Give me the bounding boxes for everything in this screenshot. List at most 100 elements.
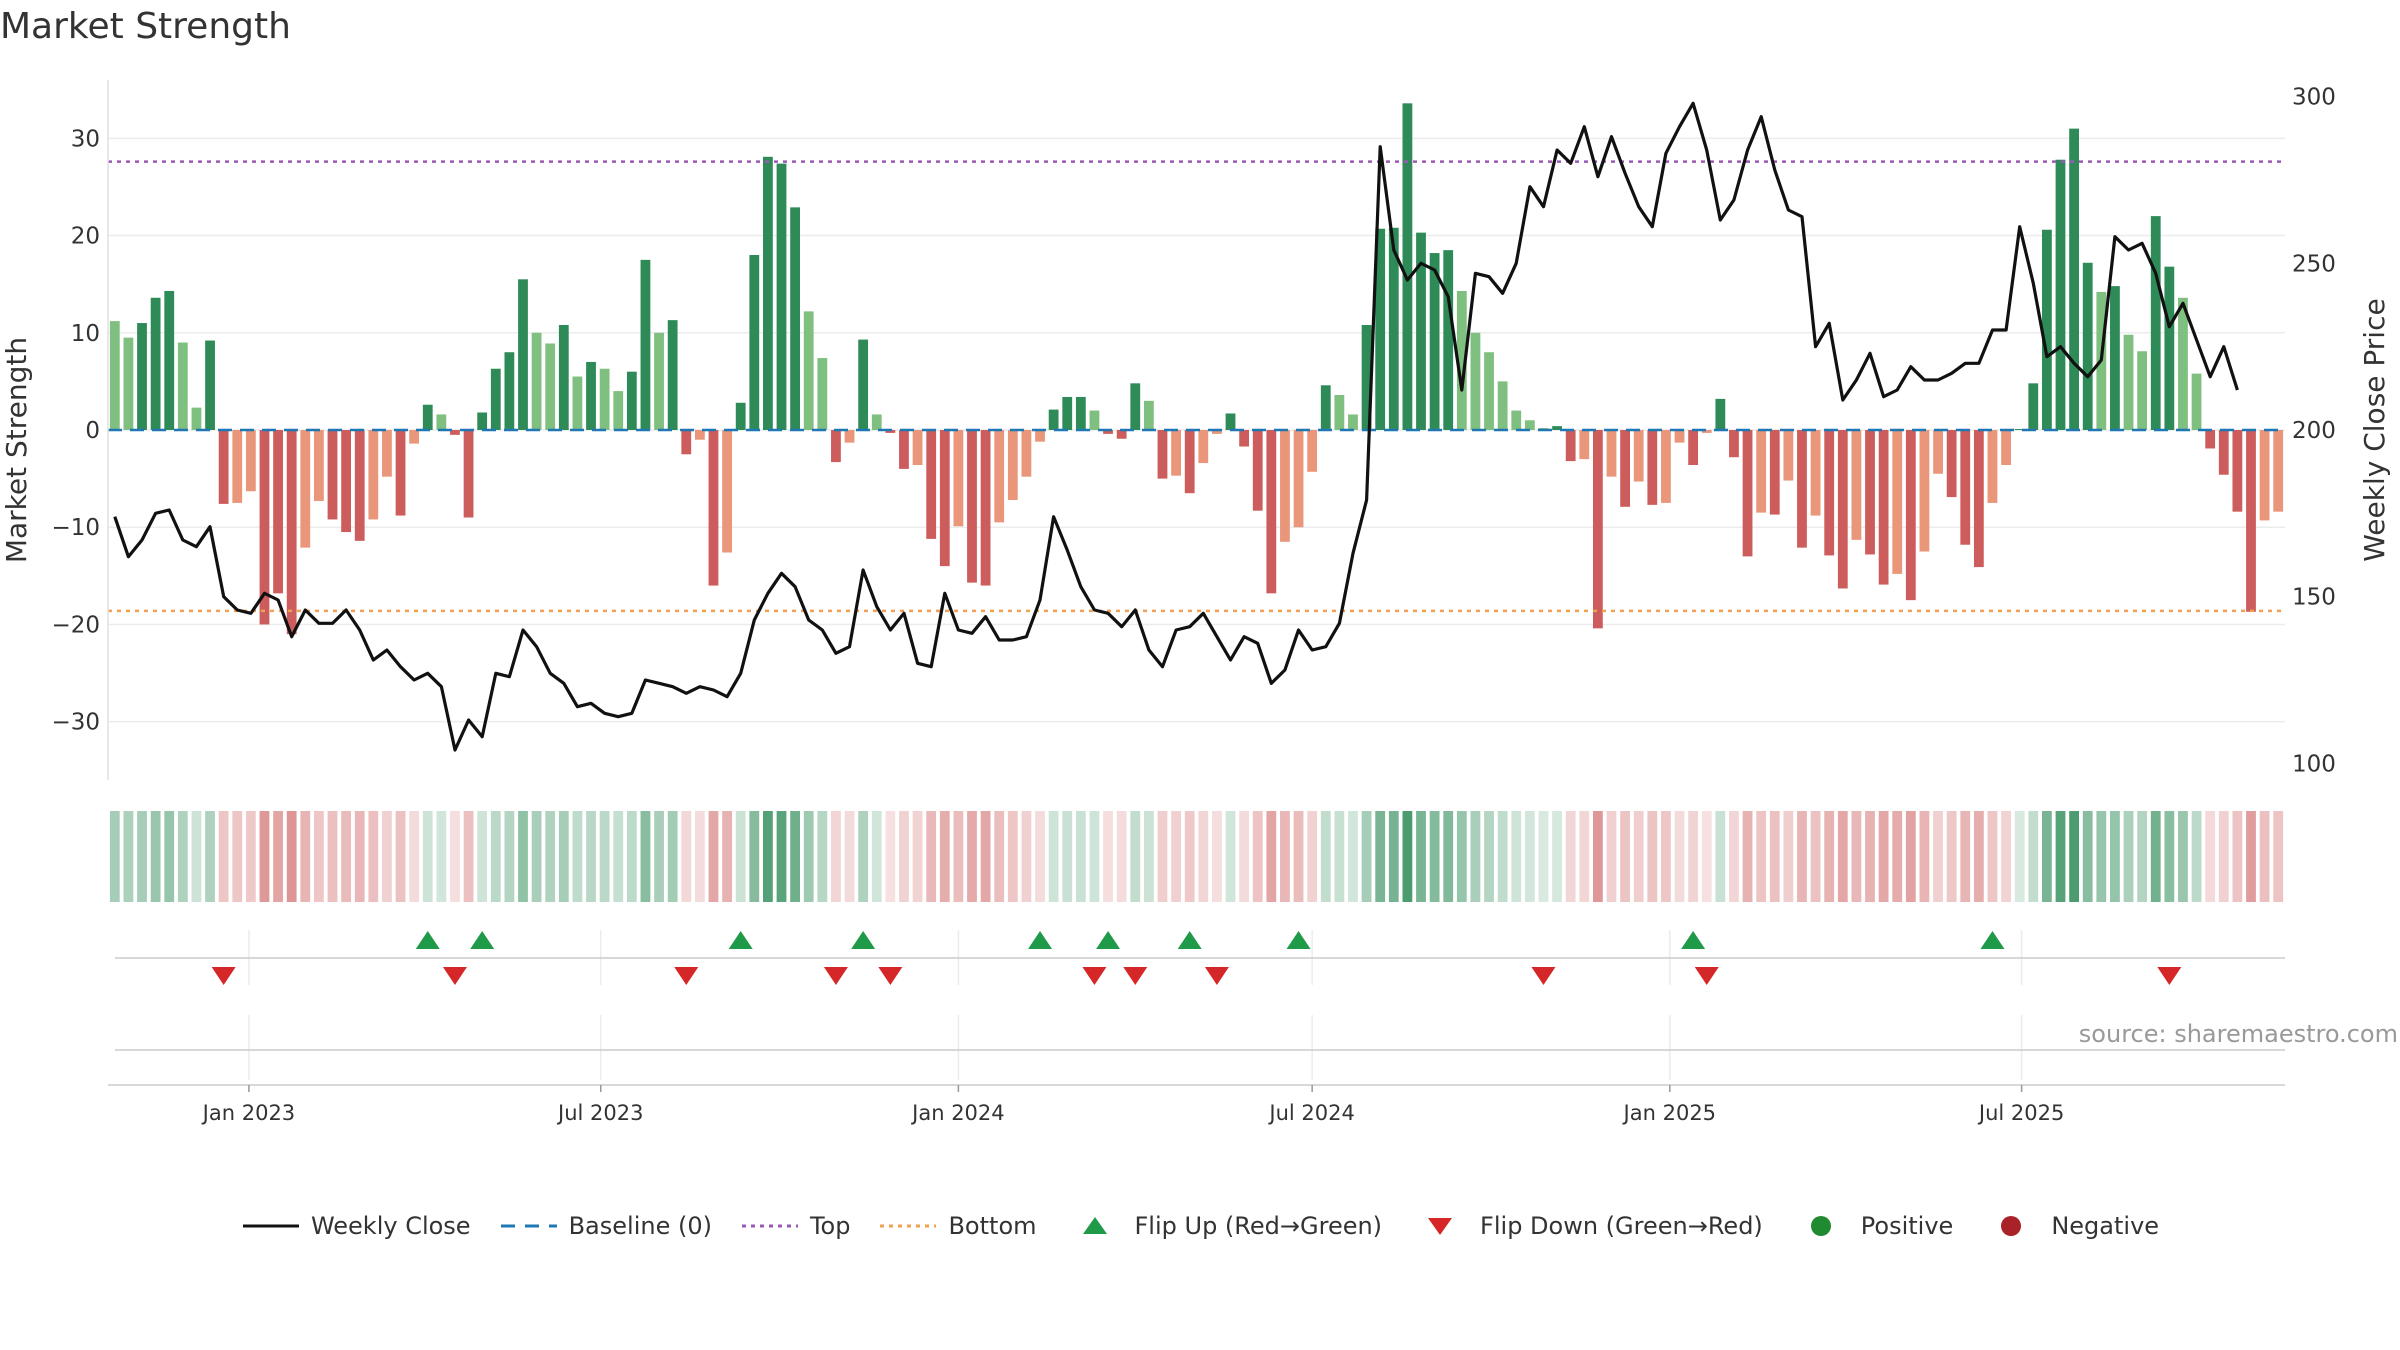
strength-bar xyxy=(1973,430,1984,568)
strength-bar xyxy=(599,368,610,430)
heat-cell xyxy=(409,811,420,902)
legend-item-flip_down: Flip Down (Green→Red) xyxy=(1410,1212,1763,1240)
heat-cell xyxy=(858,811,869,902)
strength-bar xyxy=(1946,430,1957,498)
heat-cell xyxy=(694,811,705,902)
strength-bar xyxy=(749,255,760,430)
strength-bar xyxy=(1225,413,1236,430)
heat-cell xyxy=(395,811,406,902)
strength-bar xyxy=(763,156,773,431)
strength-bar xyxy=(1715,398,1726,430)
heat-cell xyxy=(980,811,991,902)
legend-item-top: Top xyxy=(740,1212,850,1240)
legend-symbol-flip_down-icon xyxy=(1428,1218,1453,1235)
strength-bar xyxy=(1280,430,1290,542)
flip-up-marker xyxy=(728,931,753,949)
strength-bar xyxy=(1661,430,1671,503)
heat-cell xyxy=(1035,811,1045,902)
strength-bar xyxy=(1810,430,1821,516)
strength-bar xyxy=(926,430,937,539)
strength-bar xyxy=(1769,430,1780,515)
x-tick-label: Jul 2024 xyxy=(1267,1101,1354,1125)
heat-cell xyxy=(1361,811,1372,902)
heat-cell xyxy=(640,811,651,902)
strength-bar xyxy=(817,358,828,430)
heat-cell xyxy=(1715,811,1726,902)
strength-bar xyxy=(1048,409,1059,430)
strength-bar xyxy=(708,430,719,586)
heat-cell xyxy=(2218,811,2229,902)
strength-bar xyxy=(1497,381,1508,430)
strength-bar xyxy=(912,430,923,465)
strength-bar xyxy=(2150,216,2161,430)
heat-cell xyxy=(2082,811,2093,902)
y-tick-label: 0 xyxy=(85,418,100,444)
heat-cell xyxy=(953,811,964,902)
heat-cell xyxy=(2055,811,2066,902)
strength-bar xyxy=(980,430,991,586)
strength-bar xyxy=(395,430,406,516)
heat-cell xyxy=(1307,811,1318,902)
flip-down-marker xyxy=(1694,967,1719,985)
strength-bar xyxy=(1416,232,1426,430)
strength-bar xyxy=(885,430,896,433)
strength-bar xyxy=(586,361,596,430)
heat-cell xyxy=(137,811,147,902)
y2-tick-label: 100 xyxy=(2292,751,2336,777)
flip-up-marker xyxy=(415,931,440,949)
strength-bar xyxy=(2123,334,2134,430)
flip-up-marker xyxy=(1681,931,1706,949)
strength-bar xyxy=(1062,396,1073,430)
legend-symbol-positive-icon xyxy=(1810,1216,1831,1236)
y-tick-label: −10 xyxy=(51,515,100,541)
strength-bar xyxy=(1429,253,1440,430)
heat-cell xyxy=(123,811,134,902)
heat-cell xyxy=(2001,811,2011,902)
heat-cell xyxy=(1048,811,1059,902)
heat-cell xyxy=(994,811,1005,902)
strength-bar xyxy=(2164,266,2175,430)
strength-bar xyxy=(2082,262,2093,430)
y2-tick-label: 200 xyxy=(2292,418,2336,444)
heat-cell xyxy=(422,811,433,902)
heat-cell xyxy=(354,811,365,902)
flip-down-marker xyxy=(1204,967,1229,985)
heat-cell xyxy=(327,811,338,902)
legend-label: Baseline (0) xyxy=(568,1212,712,1240)
strength-bar xyxy=(2041,229,2052,430)
heat-cell xyxy=(763,811,773,902)
heat-cell xyxy=(1552,811,1562,902)
flip-up-marker xyxy=(1028,931,1053,949)
strength-bar xyxy=(177,342,188,430)
heat-cell xyxy=(1674,811,1685,902)
flip-down-marker xyxy=(211,967,236,985)
heat-cell xyxy=(1824,811,1835,902)
strength-bar xyxy=(1797,430,1807,548)
heat-cell xyxy=(681,811,692,902)
flip-up-marker xyxy=(1096,931,1121,949)
strength-bars xyxy=(109,103,2284,635)
strength-bar xyxy=(1239,430,1250,447)
strength-bar xyxy=(341,430,352,533)
heat-cell xyxy=(2232,811,2243,902)
heat-cell xyxy=(967,811,977,902)
heat-cell xyxy=(1701,811,1712,902)
heat-cell xyxy=(150,811,161,902)
strength-bar xyxy=(109,321,120,430)
level-lines xyxy=(108,160,2285,613)
strength-bar xyxy=(735,402,746,430)
heat-cell xyxy=(722,811,732,902)
strength-bar xyxy=(1511,410,1522,430)
strength-bar xyxy=(681,430,692,455)
strength-bar xyxy=(2001,430,2011,465)
heat-cell xyxy=(558,811,569,902)
strength-bar xyxy=(2014,429,2025,431)
strength-bar xyxy=(1334,395,1345,430)
heat-cell xyxy=(2123,811,2134,902)
strength-bar xyxy=(1103,430,1113,434)
strength-bar xyxy=(1361,325,1372,430)
flip-down-marker xyxy=(674,967,699,985)
heat-cell xyxy=(1592,811,1603,902)
flip-markers xyxy=(211,931,2182,985)
